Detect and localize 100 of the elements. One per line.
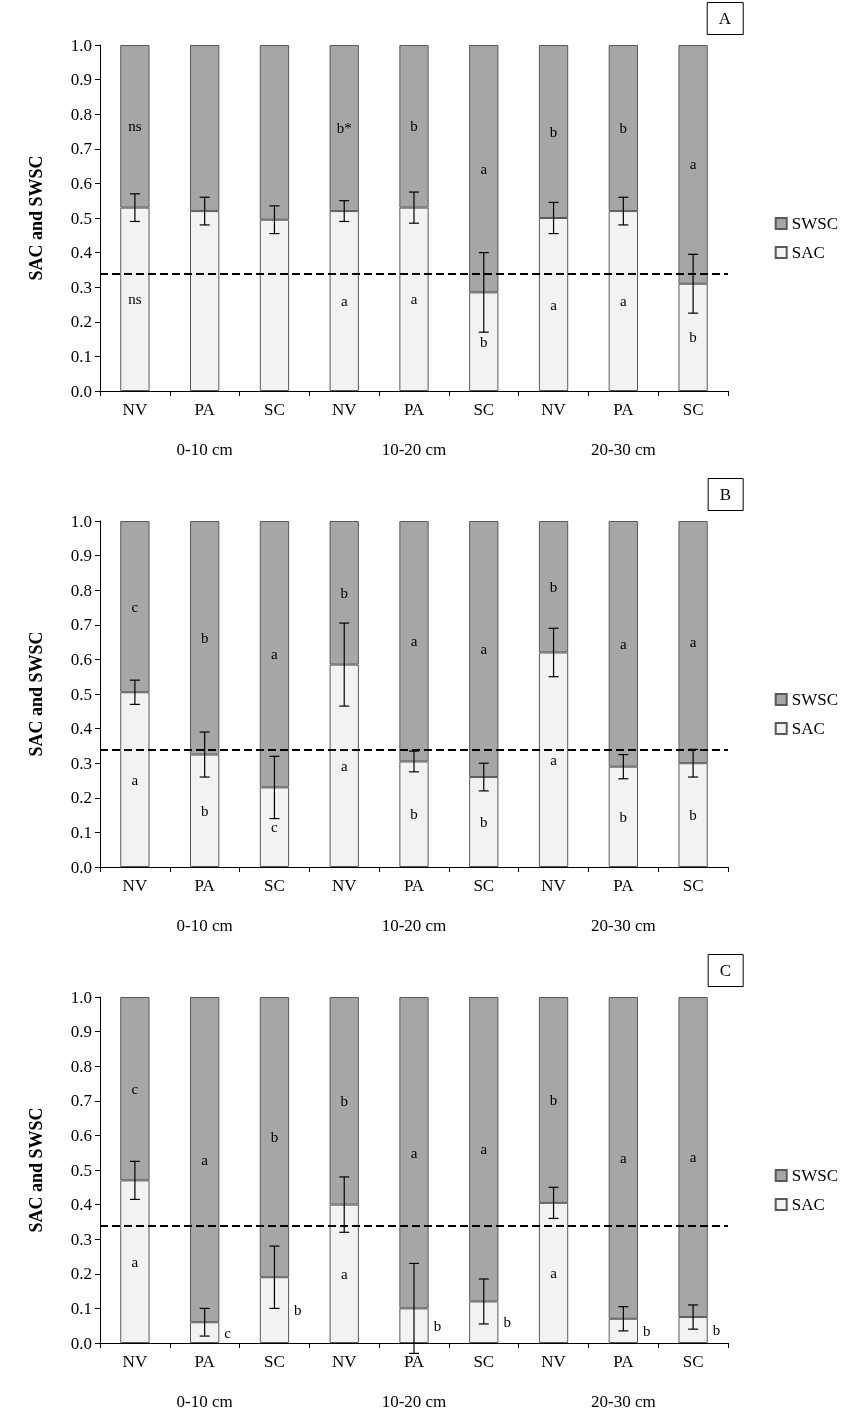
legend-label: SAC (791, 1195, 825, 1214)
y-axis-title: SAC and SWSC (26, 155, 46, 281)
x-tick-label: PA (403, 876, 425, 895)
y-tick-label: 0.5 (70, 208, 92, 228)
data-label: a (340, 293, 348, 310)
data-label: b (503, 1314, 511, 1331)
x-tick-label: SC (473, 876, 495, 895)
data-label: a (410, 633, 418, 650)
y-tick-label: 0.3 (70, 1229, 92, 1249)
data-label: a (550, 1264, 558, 1281)
data-label: a (480, 641, 488, 658)
data-label: b (294, 1302, 302, 1319)
data-label: b (549, 578, 558, 595)
data-label: b* (336, 120, 352, 137)
data-label: a (689, 156, 697, 173)
y-tick-label: 0.4 (70, 719, 93, 739)
text: 0-10 cm (176, 440, 233, 459)
data-label: b (200, 629, 209, 646)
x-tick-label: PA (403, 1352, 425, 1371)
data-label: a (480, 1141, 488, 1158)
data-label: b (480, 333, 488, 350)
data-label: c (271, 819, 279, 836)
y-tick-label: 0.1 (70, 346, 92, 366)
data-label: ns (128, 118, 142, 135)
data-label: a (131, 1253, 139, 1270)
legend-label: SAC (791, 243, 825, 262)
y-tick-label: 1.0 (70, 35, 92, 55)
data-label: b (410, 118, 418, 135)
x-tick-label: SC (264, 1352, 285, 1371)
y-tick-label: 0.9 (70, 546, 92, 566)
data-label: a (689, 1149, 697, 1166)
y-tick-label: 0.5 (70, 684, 92, 704)
x-tick-label: PA (613, 1352, 635, 1371)
y-tick-label: 0.4 (70, 243, 93, 263)
x-tick-label: PA (613, 400, 635, 419)
data-label: b (340, 1092, 348, 1109)
y-tick-label: 0.8 (70, 580, 92, 600)
x-tick-label: SC (682, 400, 704, 419)
y-tick-label: 0.2 (70, 1264, 92, 1284)
chart-title: C (719, 961, 731, 980)
data-label: a (620, 1149, 627, 1166)
y-tick-label: 0.2 (70, 312, 92, 332)
x-tick-label: NV (331, 876, 358, 895)
y-tick-label: 0.9 (70, 1022, 92, 1042)
y-tick-label: 0.4 (70, 1195, 93, 1215)
data-label: b (549, 123, 558, 140)
data-label: b (689, 329, 697, 346)
x-tick-label: NV (541, 400, 567, 419)
x-tick-label: NV (541, 1352, 567, 1371)
y-tick-label: 0.7 (70, 1091, 93, 1111)
data-label: b (689, 807, 697, 824)
text: 10-20 cm (381, 916, 447, 935)
x-tick-label: SC (264, 400, 285, 419)
text: 0-10 cm (176, 1392, 233, 1411)
y-tick-label: 0.9 (70, 70, 92, 90)
x-tick-label: NV (122, 876, 148, 895)
x-tick-label: PA (194, 400, 216, 419)
y-tick-label: 0.0 (70, 381, 92, 401)
data-label: a (131, 771, 139, 788)
y-tick-label: 0.3 (70, 753, 92, 773)
data-label: ns (128, 291, 142, 308)
data-label: b (549, 1091, 558, 1108)
data-label: a (410, 1144, 418, 1161)
data-label: c (224, 1324, 232, 1341)
x-tick-label: PA (403, 400, 425, 419)
y-tick-label: 0.2 (70, 788, 92, 808)
y-axis-title: SAC and SWSC (26, 1107, 46, 1233)
data-label: a (689, 634, 697, 651)
y-tick-label: 0.1 (70, 822, 92, 842)
y-axis-title: SAC and SWSC (26, 631, 46, 757)
data-label: a (620, 635, 627, 652)
data-label: b (200, 802, 209, 819)
x-tick-label: SC (682, 876, 704, 895)
y-tick-label: 0.8 (70, 104, 92, 124)
x-tick-label: PA (613, 876, 635, 895)
x-tick-label: NV (331, 400, 358, 419)
y-tick-label: 1.0 (70, 987, 92, 1007)
x-tick-label: SC (473, 1352, 495, 1371)
x-tick-label: NV (541, 876, 567, 895)
text: 10-20 cm (381, 1392, 447, 1411)
data-label: b (480, 814, 488, 831)
chart-title: A (718, 9, 732, 28)
data-label: a (620, 293, 627, 310)
data-label: b (619, 808, 628, 825)
legend-label: SWSC (791, 1166, 838, 1185)
x-tick-label: SC (264, 876, 285, 895)
text: 20-30 cm (590, 440, 656, 459)
data-label: a (550, 296, 558, 313)
data-label: a (480, 160, 488, 177)
data-label: a (271, 646, 279, 663)
y-tick-label: 0.3 (70, 277, 92, 297)
legend-label: SWSC (791, 214, 838, 233)
data-label: a (410, 291, 418, 308)
x-tick-label: SC (682, 1352, 704, 1371)
data-label: b (410, 806, 418, 823)
x-tick-label: NV (122, 1352, 148, 1371)
data-label: c (131, 598, 139, 615)
text: 20-30 cm (590, 1392, 656, 1411)
data-label: b (340, 584, 348, 601)
x-tick-label: NV (331, 1352, 358, 1371)
